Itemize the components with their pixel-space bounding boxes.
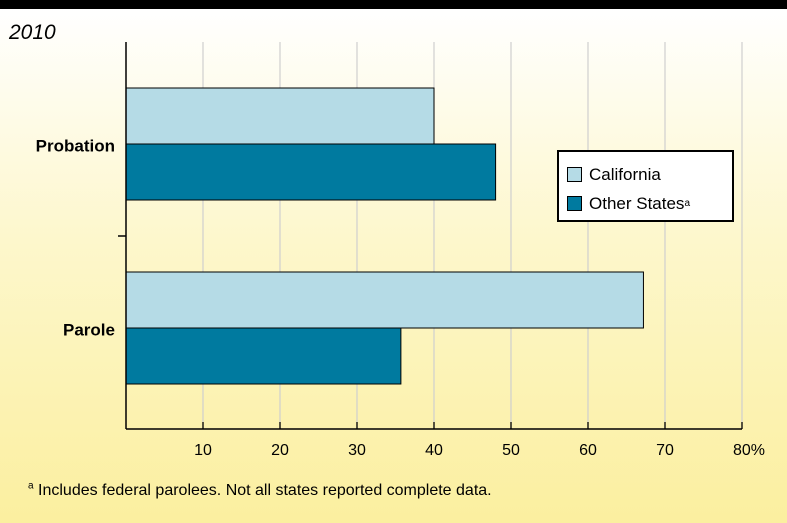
bar-parole-california [125, 271, 644, 329]
footnote-text: Includes federal parolees. Not all state… [38, 482, 492, 499]
x-tick-label: 80% [733, 442, 765, 459]
footnote-marker: a [28, 480, 34, 492]
footnote: a Includes federal parolees. Not all sta… [28, 480, 492, 500]
x-tick-label: 50 [502, 442, 520, 459]
axes: 10 20 30 40 50 60 70 80% [118, 42, 765, 459]
x-tick-label: 20 [271, 442, 289, 459]
x-tick-label: 70 [656, 442, 674, 459]
x-tick-label: 30 [348, 442, 366, 459]
bars [125, 87, 644, 385]
bar-parole-other-states [125, 327, 402, 385]
legend: California Other States a [557, 150, 734, 222]
legend-label-california: California [589, 164, 661, 184]
x-tick-label: 10 [194, 442, 212, 459]
legend-label-other-states: Other States [589, 193, 685, 213]
legend-swatch-other-states [567, 196, 582, 211]
chart-title: 2010 [9, 21, 56, 44]
x-tick-label: 60 [579, 442, 597, 459]
legend-swatch-california [567, 167, 582, 182]
labels: Probation Parole [36, 136, 115, 339]
legend-item-california: California [567, 160, 732, 189]
bar-probation-california [125, 87, 435, 145]
category-label-parole: Parole [63, 320, 115, 339]
x-tick-label: 40 [425, 442, 443, 459]
category-label-probation: Probation [36, 136, 115, 155]
legend-item-other-states: Other States a [567, 189, 732, 218]
bar-probation-other-states [125, 143, 497, 201]
